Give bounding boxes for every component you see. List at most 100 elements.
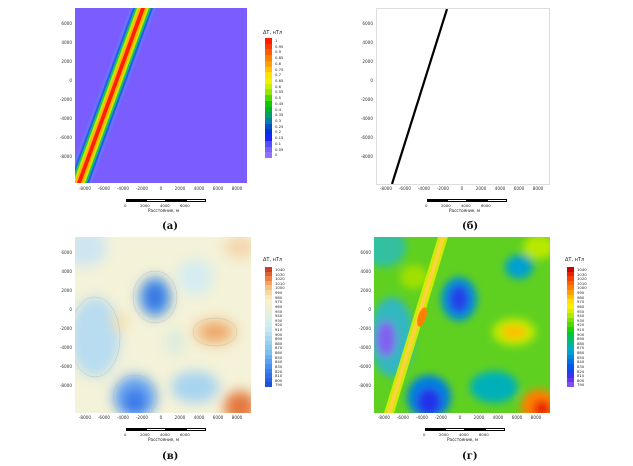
colorbar-label: 820 — [577, 368, 585, 374]
scale-label: 4000 — [461, 203, 471, 208]
scale-bar — [126, 428, 206, 432]
x-tick: 0 — [159, 186, 163, 191]
panel-caption: (а) — [162, 221, 178, 232]
colorbar-swatch — [265, 308, 272, 314]
colorbar-label: 0.8 — [275, 60, 282, 66]
colorbar-swatch — [265, 100, 272, 107]
x-tick: -6000 — [398, 186, 412, 191]
colorbar-label: 810 — [275, 373, 283, 379]
panel-b: 6000 4000 2000 0 -2000 -4000 -6000 -8000… — [316, 0, 633, 233]
colorbar-label: 0.75 — [275, 66, 284, 72]
colorbar-swatch — [265, 340, 272, 346]
y-tick: -4000 — [59, 116, 72, 121]
scale-label: 2000 — [140, 203, 150, 208]
panel-b-plot — [376, 8, 550, 185]
x-tick: -8000 — [78, 186, 92, 191]
y-tick: -2000 — [358, 326, 371, 331]
scale-label: 2000 — [441, 203, 451, 208]
colorbar-label: 870 — [577, 345, 585, 351]
colorbar-label: 900 — [275, 331, 283, 337]
colorbar-label: 820 — [275, 368, 283, 374]
colorbar-d — [567, 267, 574, 388]
colorbar-swatch — [567, 308, 574, 314]
colorbar-label: 1010 — [275, 280, 285, 286]
colorbar-label: 790 — [275, 382, 283, 388]
scale-title: Расстояние, м — [148, 208, 180, 213]
colorbar-c-title: ΔT, нТл — [263, 257, 283, 263]
panel-a: 6000 4000 2000 0 -2000 -4000 -6000 -8000… — [0, 0, 316, 233]
x-tick: -4000 — [116, 186, 130, 191]
y-tick: -6000 — [358, 364, 371, 369]
colorbar-label: 0.95 — [275, 43, 284, 49]
panel-caption: (в) — [162, 451, 179, 462]
colorbar-label: 0.9 — [275, 49, 282, 55]
colorbar-label: 930 — [275, 317, 283, 323]
colorbar-swatch — [265, 368, 272, 374]
panel-c-field — [75, 237, 251, 413]
x-tick: 8000 — [231, 186, 243, 191]
panel-b-line — [390, 9, 449, 184]
colorbar-label: 1030 — [577, 271, 587, 277]
colorbar-label: 830 — [577, 363, 585, 369]
y-tick: 6000 — [362, 21, 373, 26]
colorbar-swatch — [265, 55, 272, 62]
y-tick: -6000 — [360, 135, 373, 140]
y-tick: -4000 — [59, 345, 72, 350]
colorbar-swatch — [265, 106, 272, 113]
colorbar-label: 0.7 — [275, 72, 282, 78]
colorbar-swatch — [567, 331, 574, 337]
colorbar-swatch — [265, 317, 272, 323]
x-tick: -8000 — [78, 415, 92, 420]
x-tick: -6000 — [97, 186, 111, 191]
colorbar-label: 0.15 — [275, 135, 284, 141]
x-tick: 0 — [460, 186, 464, 191]
x-tick: -4000 — [116, 415, 130, 420]
x-tick: 6000 — [212, 186, 224, 191]
colorbar-label: 1000 — [275, 285, 285, 291]
colorbar-label: 970 — [275, 299, 283, 305]
colorbar-label: 910 — [577, 327, 585, 332]
colorbar-swatch — [265, 359, 272, 365]
colorbar-label: 840 — [275, 359, 283, 365]
scale-label: 0 — [124, 432, 127, 437]
colorbar-label: 970 — [577, 299, 585, 305]
colorbar-swatch — [265, 276, 272, 282]
colorbar-label: 920 — [577, 322, 585, 328]
colorbar-swatch — [265, 354, 272, 360]
colorbar-swatch — [567, 303, 574, 309]
colorbar-label: 0.1 — [275, 140, 282, 146]
colorbar-swatch — [567, 290, 574, 295]
x-tick: 4000 — [492, 415, 504, 420]
colorbar-swatch — [265, 135, 272, 142]
x-tick: 8000 — [231, 415, 243, 420]
x-tick: 4000 — [193, 415, 205, 420]
colorbar-swatch — [265, 331, 272, 337]
colorbar-swatch — [265, 66, 272, 73]
colorbar-d-title: ΔT, нТл — [565, 257, 585, 263]
y-tick: -2000 — [59, 97, 72, 102]
colorbar-label: 890 — [577, 336, 585, 342]
colorbar-label: 860 — [275, 350, 283, 356]
colorbar-swatch — [265, 285, 272, 291]
scale-label: 0 — [423, 432, 426, 437]
colorbar-label: 1030 — [275, 271, 285, 277]
scale-label: 6000 — [180, 432, 190, 437]
colorbar-label: 850 — [577, 354, 585, 360]
colorbar-swatch — [265, 152, 272, 159]
colorbar-swatch — [265, 60, 272, 67]
colorbar-swatch — [265, 290, 272, 295]
colorbar-label: 800 — [577, 377, 585, 383]
x-tick: 4000 — [193, 186, 205, 191]
scale-label: 6000 — [481, 203, 491, 208]
scale-label: 4000 — [160, 203, 170, 208]
colorbar-swatch — [567, 336, 574, 342]
colorbar-swatch — [265, 89, 272, 96]
colorbar-swatch — [567, 294, 574, 300]
x-tick: -6000 — [396, 415, 410, 420]
scale-label: 6000 — [479, 432, 489, 437]
x-tick: 0 — [458, 415, 462, 420]
colorbar-label: 990 — [577, 290, 585, 296]
colorbar-swatch — [265, 303, 272, 309]
colorbar-label: 900 — [577, 331, 585, 337]
colorbar-label: 0.5 — [275, 95, 282, 101]
